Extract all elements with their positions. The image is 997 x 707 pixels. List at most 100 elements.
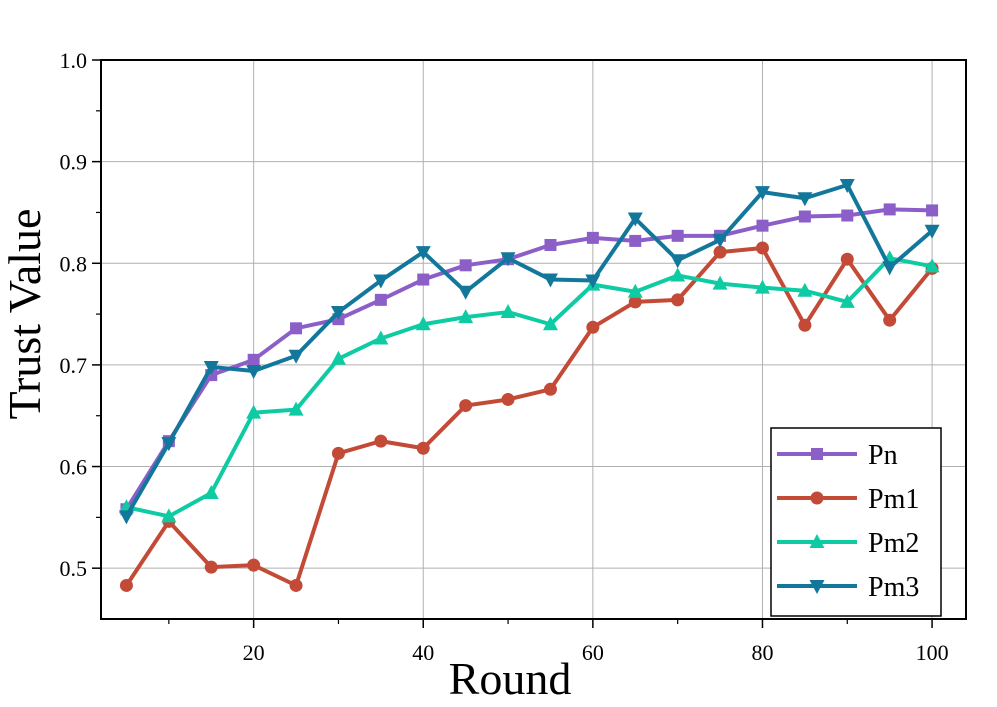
legend-label: Pm3 [868, 572, 919, 603]
data-point-pm3 [839, 179, 855, 194]
data-point-pm1 [628, 295, 642, 309]
data-point-pn [756, 219, 769, 232]
data-point-pn [629, 234, 642, 247]
data-point-pn [374, 293, 387, 306]
y-tick-label: 0.8 [60, 251, 88, 276]
legend-item-pm1: Pm1 [777, 484, 919, 515]
data-point-pm2 [161, 508, 177, 523]
series-line-pm2 [126, 256, 933, 519]
data-point-pm1 [119, 578, 133, 592]
y-tick-label: 0.6 [60, 455, 88, 480]
data-point-pm1 [586, 320, 600, 334]
legend: Pn Pm1 Pm2 Pm3 [770, 427, 942, 617]
data-point-pm3 [882, 261, 898, 276]
data-point-pm1 [840, 252, 854, 266]
plot-frame [100, 59, 967, 620]
data-point-pm1 [883, 313, 897, 327]
data-point-pm3 [415, 246, 431, 261]
data-point-pm3 [373, 274, 389, 289]
series-line-pn [124, 207, 933, 511]
data-point-pm2 [458, 309, 474, 324]
data-point-pm1 [671, 293, 685, 307]
data-point-pm3 [585, 274, 601, 289]
data-point-pm3 [754, 186, 770, 201]
data-point-pm2 [627, 283, 643, 298]
legend-marker [810, 491, 824, 505]
data-point-pm2 [542, 316, 558, 331]
axes [100, 59, 967, 620]
data-point-pn [544, 238, 557, 251]
legend-marker [809, 534, 825, 548]
data-point-pm2 [330, 350, 346, 365]
x-tick-label: 60 [582, 640, 604, 665]
data-point-pm3 [797, 192, 813, 207]
data-point-pm3 [627, 212, 643, 227]
data-point-pm3 [670, 254, 686, 269]
data-point-pm1 [755, 241, 769, 255]
data-point-pn [459, 259, 472, 272]
data-point-pm3 [330, 306, 346, 321]
y-axis-label: Trust Value [0, 209, 50, 420]
data-point-pm2 [924, 258, 940, 273]
legend-marker [809, 580, 825, 594]
data-point-pm3 [924, 224, 940, 239]
data-point-pm2 [288, 401, 304, 416]
data-point-pn [883, 203, 896, 216]
data-point-pm2 [712, 275, 728, 290]
legend-label: Pm2 [868, 528, 919, 559]
data-point-pm2 [246, 404, 262, 419]
data-point-pn [247, 353, 260, 366]
y-tick-label: 0.7 [60, 353, 88, 378]
data-point-pm1 [204, 560, 218, 574]
legend-item-pm3: Pm3 [777, 572, 919, 603]
y-tick-label: 0.9 [60, 150, 88, 175]
series-pn [120, 203, 939, 516]
data-point-pm3 [542, 273, 558, 288]
data-point-pm1 [416, 441, 430, 455]
data-point-pm2 [203, 484, 219, 499]
data-point-pm1 [798, 318, 812, 332]
x-tick-label: 80 [751, 640, 773, 665]
series-pm3 [118, 179, 940, 525]
data-point-pn [671, 229, 684, 242]
data-point-pm1 [331, 446, 345, 460]
data-point-pn [798, 210, 811, 223]
data-point-pm3 [288, 349, 304, 364]
data-point-pm2 [500, 304, 516, 319]
data-point-pm1 [459, 399, 473, 413]
series-line-pm3 [124, 183, 934, 518]
x-tick-label: 100 [916, 640, 949, 665]
data-point-pm3 [118, 510, 134, 525]
data-point-pm3 [161, 437, 177, 452]
legend-label: Pn [868, 440, 898, 471]
data-point-pm2 [754, 279, 770, 294]
tick-marks: 20 40 60 80 100 0.5 0.6 0.7 0.8 0.9 1.0 [60, 48, 949, 665]
y-tick-label: 0.5 [60, 556, 88, 581]
legend-label: Pm1 [868, 484, 919, 515]
data-point-pm2 [797, 282, 813, 297]
series-pm2 [118, 250, 940, 523]
data-point-pm1 [289, 578, 303, 592]
data-point-pn [586, 231, 599, 244]
x-tick-label: 40 [412, 640, 434, 665]
data-point-pm2 [373, 330, 389, 345]
data-point-pm1 [247, 558, 261, 572]
legend-marker [811, 448, 823, 460]
data-point-pm2 [839, 293, 855, 308]
data-point-pn [926, 204, 939, 217]
data-point-pn [290, 322, 303, 335]
series-line-pm1 [124, 246, 934, 588]
data-point-pm3 [203, 360, 219, 375]
data-point-pn [417, 273, 430, 286]
legend-item-pm2: Pm2 [777, 528, 919, 559]
data-series [118, 179, 940, 592]
data-point-pm3 [246, 365, 262, 380]
data-point-pm1 [713, 245, 727, 259]
y-tick-label: 1.0 [60, 48, 88, 73]
legend-item-pn: Pn [777, 440, 898, 471]
data-point-pm2 [670, 267, 686, 282]
data-point-pm1 [543, 382, 557, 396]
x-tick-label: 20 [243, 640, 265, 665]
data-point-pm3 [500, 252, 516, 267]
